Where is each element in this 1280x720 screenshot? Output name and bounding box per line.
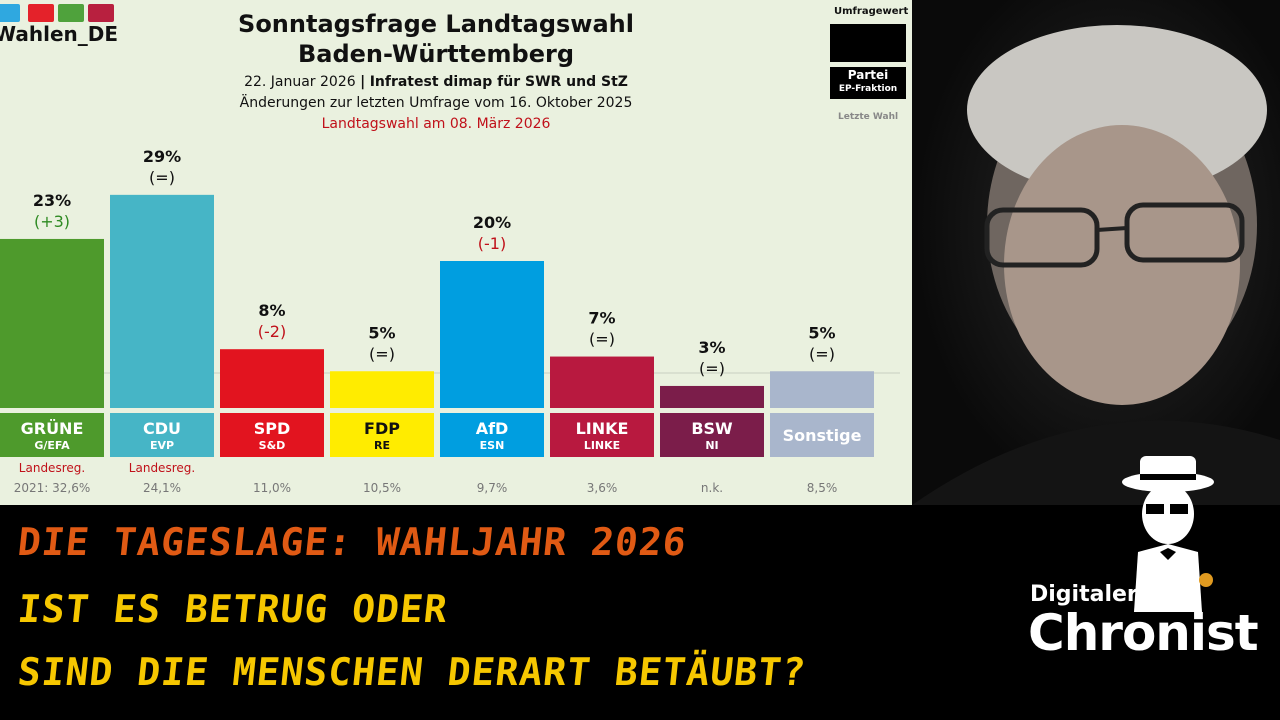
last-election-value: 2021: 32,6%: [14, 481, 91, 495]
poll-source-line: 22. Januar 2026 | Infratest dimap für SW…: [180, 74, 692, 90]
party-name: AfD: [476, 419, 509, 438]
party-name: CDU: [143, 419, 181, 438]
brand-line2: Chronist: [1028, 604, 1259, 662]
party-label-box: [330, 413, 434, 457]
ep-fraktion-label: RE: [374, 439, 390, 452]
bar-grüne: [0, 238, 104, 408]
change-label: (=): [369, 344, 395, 363]
legend-partei: Partei: [847, 68, 889, 82]
ep-fraktion-label: EVP: [150, 439, 174, 452]
last-election-value: 24,1%: [143, 481, 181, 495]
last-election-value: 9,7%: [477, 481, 508, 495]
ep-fraktion-label: G/EFA: [34, 439, 70, 452]
logo-bar: [88, 4, 114, 22]
change-label: (=): [589, 330, 615, 349]
changes-note: Änderungen zur letzten Umfrage vom 16. O…: [239, 95, 633, 111]
party-name: BSW: [691, 419, 733, 438]
last-election-value: 11,0%: [253, 481, 291, 495]
logo-bar: [28, 4, 54, 22]
logo-bar: [0, 4, 20, 22]
value-label: 7%: [588, 309, 615, 328]
value-label: 3%: [698, 338, 725, 357]
bar-sonstige: [770, 371, 874, 408]
change-label: (-1): [478, 234, 506, 253]
bar-spd: [220, 349, 324, 408]
brand-line1: Digitaler: [1030, 582, 1138, 607]
last-election-value: 8,5%: [807, 481, 838, 495]
value-label: 29%: [143, 147, 181, 166]
poll-institute: Infratest dimap für SWR und StZ: [369, 74, 628, 90]
change-label: (+3): [34, 212, 70, 231]
poll-chart-panel: Wahlen_DE Sonntagsfrage Landtagswahl Bad…: [0, 0, 912, 505]
bar-fdp: [330, 371, 434, 408]
bar-linke: [550, 356, 654, 408]
logo-bars: [0, 4, 116, 22]
presenter-photo: [912, 0, 1280, 505]
poll-date: 22. Januar 2026: [244, 74, 356, 90]
ep-fraktion-label: LINKE: [584, 439, 620, 452]
logo-text: Wahlen_DE: [0, 22, 119, 46]
legend-umfragewert: Umfragewert: [834, 6, 909, 17]
change-label: (=): [699, 359, 725, 378]
ep-fraktion-label: NI: [705, 439, 718, 452]
presenter-silhouette: [912, 25, 1280, 505]
bar-cdu: [110, 194, 214, 408]
change-label: (=): [149, 168, 175, 187]
headline-line1: DIE TAGESLAGE: WAHLJAHR 2026: [15, 520, 689, 564]
party-label-box: [110, 413, 214, 457]
government-note: Landesreg.: [19, 461, 85, 475]
value-label: 20%: [473, 213, 511, 232]
poll-separator: |: [360, 74, 366, 90]
headline-line3: SIND DIE MENSCHEN DERART BETÄUBT?: [15, 650, 809, 694]
ep-fraktion-label: S&D: [259, 439, 286, 452]
party-label-box: [770, 413, 874, 457]
party-label-box: [440, 413, 544, 457]
chart-title-line2: Baden-Württemberg: [297, 40, 574, 68]
chart-title-line1: Sonntagsfrage Landtagswahl: [238, 10, 634, 38]
party-name: FDP: [364, 419, 400, 438]
value-label: 23%: [33, 191, 71, 210]
logo-bar: [58, 4, 84, 22]
last-election-value: n.k.: [701, 481, 723, 495]
legend-party-box: Partei EP-Fraktion: [830, 67, 906, 99]
party-name: LINKE: [576, 419, 629, 438]
government-note: Landesreg.: [129, 461, 195, 475]
value-label: 8%: [258, 301, 285, 320]
legend-value-box: [830, 24, 906, 62]
party-name: Sonstige: [783, 426, 862, 445]
value-label: 5%: [808, 323, 835, 342]
party-label-box: [220, 413, 324, 457]
chronist-mascot-icon: [1122, 456, 1214, 612]
election-date: Landtagswahl am 08. März 2026: [321, 116, 551, 132]
ep-fraktion-label: ESN: [480, 439, 505, 452]
value-label: 5%: [368, 323, 395, 342]
bar-afd: [440, 261, 544, 408]
headline-line2: IST ES BETRUG ODER: [15, 587, 451, 631]
last-election-value: 3,6%: [587, 481, 618, 495]
legend-letzte-wahl: Letzte Wahl: [838, 112, 899, 122]
headline-banner: [0, 505, 1000, 720]
party-label-box: [0, 413, 104, 457]
party-name: GRÜNE: [21, 419, 84, 438]
party-name: SPD: [254, 419, 291, 438]
change-label: (-2): [258, 322, 286, 341]
change-label: (=): [809, 344, 835, 363]
bar-bsw: [660, 385, 764, 408]
party-label-box: [660, 413, 764, 457]
party-label-box: [550, 413, 654, 457]
legend-ep-fraktion: EP-Fraktion: [838, 84, 898, 94]
last-election-value: 10,5%: [363, 481, 401, 495]
